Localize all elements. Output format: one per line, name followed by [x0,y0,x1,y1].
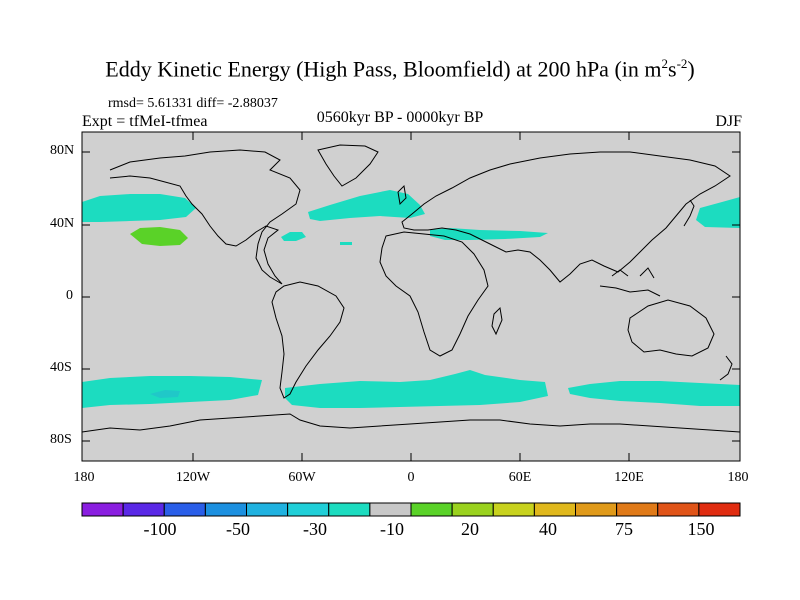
period-label: 0560kyr BP - 0000kyr BP [316,109,484,126]
colorbar-swatch [328,502,371,517]
colorbar-swatch [616,502,659,517]
coast-north-america [109,149,301,285]
colorbar-swatch [492,502,535,517]
atlantic-patch [281,232,306,241]
coastlines [81,144,741,433]
lat-label-40s: 40S [50,360,72,375]
lon-label-60w: 60W [288,470,316,485]
colorbar [81,502,741,517]
coast-madagascar [491,306,503,336]
southern-ocean-band-east [568,381,740,406]
colorbar-swatch [451,502,494,517]
lat-label-80n: 80N [50,143,75,158]
anomaly-shading [82,190,740,408]
colorbar-swatch [122,502,165,517]
north-pacific-band [82,194,196,222]
coast-indonesia [599,267,661,297]
stats-label: rmsd= 5.61331 diff= -2.88037 [108,96,278,111]
colorbar-label: 75 [615,519,633,539]
colorbar-swatch [533,502,577,517]
season-label: DJF [715,113,742,130]
coast-british-isles [397,184,407,206]
lon-label-180e: 180 [727,470,749,485]
lon-label-60e: 60E [508,470,532,485]
southern-ocean-dark-patch [150,390,180,398]
colorbar-swatch [204,502,248,517]
colorbar-label: 20 [461,519,479,539]
experiment-label: Expt = tfMeI-tfmea [82,113,208,130]
lon-ticks [192,132,630,461]
coast-new-zealand [719,355,733,381]
coast-africa [379,231,489,357]
north-atlantic-band [308,190,425,221]
coast-south-america [271,281,345,399]
north-pacific-positive [130,227,188,246]
colorbar-swatch [575,502,618,517]
coast-eurasia [401,151,731,283]
colorbar-label: 150 [687,519,715,539]
coast-antarctica [81,413,741,433]
colorbar-label: -10 [380,519,404,539]
colorbar-swatch [246,502,289,517]
north-pacific-band-east [696,197,740,228]
lat-label-0: 0 [66,288,73,303]
colorbar-swatch [410,502,453,517]
southern-ocean-band-atlantic [285,370,548,408]
colorbar-swatch [163,502,206,517]
colorbar-label: -50 [226,519,250,539]
lon-label-120e: 120E [614,470,644,485]
lat-label-40n: 40N [50,216,75,231]
colorbar-swatch [369,502,412,517]
colorbar-label: -100 [143,519,177,539]
colorbar-swatch [657,502,700,517]
coast-australia [627,299,715,357]
colorbar-label: 40 [539,519,557,539]
map-background [82,132,740,461]
lat-ticks [82,151,740,442]
lon-label-120w: 120W [175,470,211,485]
colorbar-swatch [698,502,741,517]
lon-label-0: 0 [407,470,415,485]
lon-label-180w: 180 [73,470,95,485]
colorbar-swatch [287,502,330,517]
coast-japan [683,199,695,227]
lat-label-80s: 80S [50,432,72,447]
mid-atlantic-sliver [340,242,352,245]
page-title: Eddy Kinetic Energy (High Pass, Bloomfie… [105,56,695,82]
coast-greenland [317,144,379,187]
colorbar-label: -30 [303,519,327,539]
colorbar-swatch [81,502,124,517]
